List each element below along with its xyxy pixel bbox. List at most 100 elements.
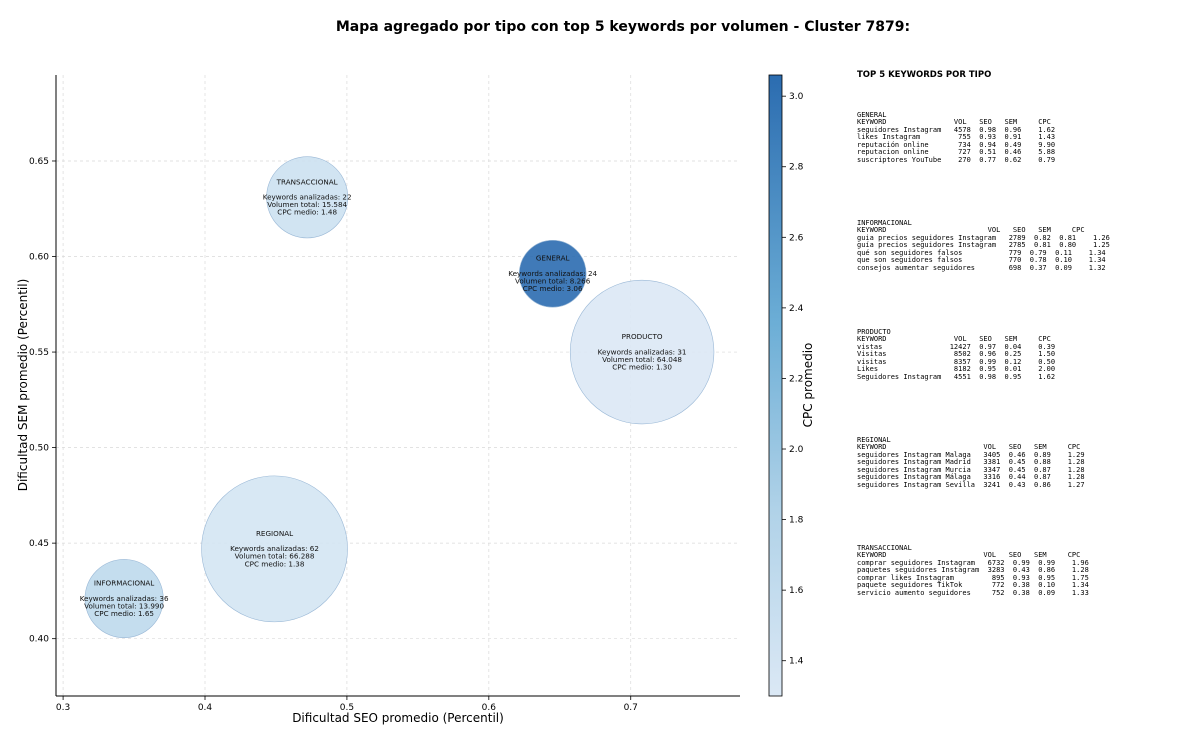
keyword-row: Seguidores Instagram 4551 0.98 0.95 1.62: [857, 372, 1056, 381]
y-tick-label: 0.55: [29, 348, 49, 358]
keyword-row: comprar likes Instagram 895 0.93 0.95 1.…: [857, 573, 1089, 582]
bubble-volume-label: Volumen total: 64.048: [602, 355, 682, 364]
x-tick-label: 0.5: [340, 703, 354, 713]
keyword-row: servicio aumento seguidores 752 0.38 0.0…: [857, 588, 1089, 597]
bubble-volume-label: Volumen total: 8.266: [515, 277, 591, 286]
colorbar-tick-label: 3.0: [789, 92, 804, 102]
bubble-keywords-label: Keywords analizadas: 22: [263, 192, 352, 201]
bubble-volume-label: Volumen total: 66.288: [235, 552, 315, 561]
colorbar-tick-label: 2.6: [789, 233, 804, 243]
keyword-row: seguidores Instagram Sevilla 3241 0.43 0…: [857, 480, 1085, 489]
keyword-block-header: KEYWORD VOL SEO SEM CPC: [857, 118, 1051, 127]
bubble-circle: [266, 156, 349, 239]
x-tick-label: 0.6: [482, 703, 497, 713]
keyword-block-header: KEYWORD VOL SEO SEM CPC: [857, 551, 1081, 560]
keyword-row: consejos aumentar seguidores 698 0.37 0.…: [857, 263, 1106, 272]
keyword-block-regional: REGIONAL KEYWORD VOL SEO SEM CPC seguidore…: [857, 436, 1085, 489]
chart-title: Mapa agregado por tipo con top 5 keyword…: [336, 19, 910, 35]
keyword-row: seguidores Instagram 4578 0.98 0.96 1.62: [857, 125, 1056, 134]
bubble-keywords-label: Keywords analizadas: 31: [598, 347, 687, 356]
bubble-type-label: TRANSACCIONAL: [276, 177, 338, 186]
keyword-row: vistas 12427 0.97 0.04 0.39: [857, 342, 1056, 351]
colorbar-tick-label: 1.4: [789, 657, 804, 667]
keyword-block-informacional: INFORMACIONAL KEYWORD VOL SEO SEM CPC guia…: [857, 219, 1110, 272]
keyword-row: Visitas 8502 0.96 0.25 1.50: [857, 350, 1056, 359]
y-tick-label: 0.65: [29, 157, 49, 167]
colorbar-ticks: 1.4 1.6 1.8 2.0 2.2 2.4 2.6 2.8 3.0: [782, 92, 804, 667]
bubble-informacional: INFORMACIONAL Keywords analizadas: 36Volu…: [80, 559, 169, 639]
bubble-type-label: INFORMACIONAL: [94, 579, 154, 588]
keyword-block-header: KEYWORD VOL SEO SEM CPC: [857, 226, 1085, 235]
y-tick-label: 0.50: [29, 444, 49, 454]
keyword-row: seguidores Instagram Malaga 3405 0.46 0.…: [857, 450, 1085, 459]
colorbar-tick-label: 2.0: [789, 445, 804, 455]
keyword-row: guía precios seguidores Instagram 2785 0…: [857, 241, 1110, 250]
keyword-block-general: GENERAL KEYWORD VOL SEO SEM CPC seguidores…: [857, 111, 1056, 164]
keyword-block-header: KEYWORD VOL SEO SEM CPC: [857, 335, 1051, 344]
x-axis-label: Dificultad SEO promedio (Percentil): [292, 711, 504, 725]
keyword-row: Likes 8182 0.95 0.01 2.00: [857, 365, 1056, 374]
grid-lines: [56, 75, 740, 696]
bubble-cpc-label: CPC medio: 1.48: [277, 208, 337, 217]
keyword-row: likes Instagram 755 0.93 0.91 1.43: [857, 133, 1056, 142]
x-tick-label: 0.7: [624, 703, 638, 713]
keyword-block-title: PRODUCTO: [857, 328, 891, 336]
bubble-circle: [201, 475, 348, 623]
y-axis-ticks: 0.40 0.45 0.50 0.55 0.60 0.65: [29, 157, 56, 645]
bubble-cpc-label: CPC medio: 1.38: [245, 559, 305, 568]
bubble-keywords-label: Keywords analizadas: 24: [508, 269, 597, 278]
keyword-block-title: GENERAL: [857, 111, 887, 119]
keyword-row: visitas 8357 0.99 0.12 0.50: [857, 357, 1056, 366]
bubble-type-label: GENERAL: [536, 254, 570, 263]
keyword-row: seguidores Instagram Málaga 3316 0.44 0.…: [857, 473, 1085, 482]
y-tick-label: 0.40: [29, 635, 49, 645]
colorbar-tick-label: 2.4: [789, 304, 804, 314]
keyword-row: que son seguidores falsos 770 0.78 0.10 …: [857, 256, 1106, 265]
x-tick-label: 0.3: [56, 703, 70, 713]
colorbar-tick-label: 1.8: [789, 516, 804, 526]
keyword-row: paquetes seguidores Instagram 3283 0.43 …: [857, 566, 1089, 575]
keyword-row: reputacion online 727 0.51 0.46 5.88: [857, 148, 1056, 157]
bubble-cpc-label: CPC medio: 1.30: [612, 362, 672, 371]
colorbar-label: CPC promedio: [801, 343, 815, 428]
bubble-volume-label: Volumen total: 15.584: [267, 200, 347, 209]
keyword-row: reputación online 734 0.94 0.49 9.90: [857, 140, 1056, 149]
keyword-block-header: KEYWORD VOL SEO SEM CPC: [857, 443, 1081, 452]
bubble-keywords-label: Keywords analizadas: 36: [80, 594, 169, 603]
bubble-circle: [569, 279, 715, 425]
colorbar-tick-label: 2.2: [789, 374, 803, 384]
bubble-keywords-label: Keywords analizadas: 62: [230, 544, 319, 553]
keywords-panel: TOP 5 KEYWORDS POR TIPO GENERAL KEYWORD V…: [857, 70, 1187, 597]
y-tick-label: 0.60: [29, 253, 49, 263]
bubble-type-label: PRODUCTO: [622, 332, 663, 341]
bubble-transaccional: TRANSACCIONAL Keywords analizadas: 22Volu…: [263, 156, 352, 239]
y-axis-label: Dificultad SEM promedio (Percentil): [16, 279, 30, 492]
keyword-row: comprar seguidores Instagram 6732 0.99 0…: [857, 558, 1089, 567]
keyword-row: qué son seguidores falsos 779 0.79 0.11 …: [857, 248, 1106, 257]
keyword-block-title: TRANSACCIONAL: [857, 544, 912, 552]
keyword-row: seguidores Instagram Madrid 3381 0.45 0.…: [857, 458, 1085, 467]
bubble-circle: [518, 239, 587, 308]
x-tick-label: 0.4: [198, 703, 213, 713]
keyword-block-transaccional: TRANSACCIONAL KEYWORD VOL SEO SEM CPC comp…: [857, 544, 1089, 597]
keyword-row: guia precios seguidores Instagram 2789 0…: [857, 233, 1110, 242]
keyword-block-title: REGIONAL: [857, 436, 891, 444]
keyword-row: paquete seguidores TikTok 772 0.38 0.10 …: [857, 581, 1089, 590]
colorbar-tick-label: 2.8: [789, 163, 804, 173]
bubble-cpc-label: CPC medio: 3.06: [523, 284, 583, 293]
keyword-row: seguidores Instagram Murcia 3347 0.45 0.…: [857, 465, 1085, 474]
keywords-panel-title: TOP 5 KEYWORDS POR TIPO: [857, 70, 992, 80]
keyword-block-producto: PRODUCTO KEYWORD VOL SEO SEM CPC vistas 12…: [857, 328, 1056, 381]
keyword-row: suscriptores YouTube 270 0.77 0.62 0.79: [857, 155, 1056, 164]
bubble-type-label: REGIONAL: [256, 529, 293, 538]
colorbar: [768, 74, 783, 697]
y-tick-label: 0.45: [29, 539, 49, 549]
bubble-circle: [84, 559, 164, 639]
bubble-cpc-label: CPC medio: 1.65: [94, 609, 154, 618]
bubble-volume-label: Volumen total: 13.990: [84, 601, 164, 610]
